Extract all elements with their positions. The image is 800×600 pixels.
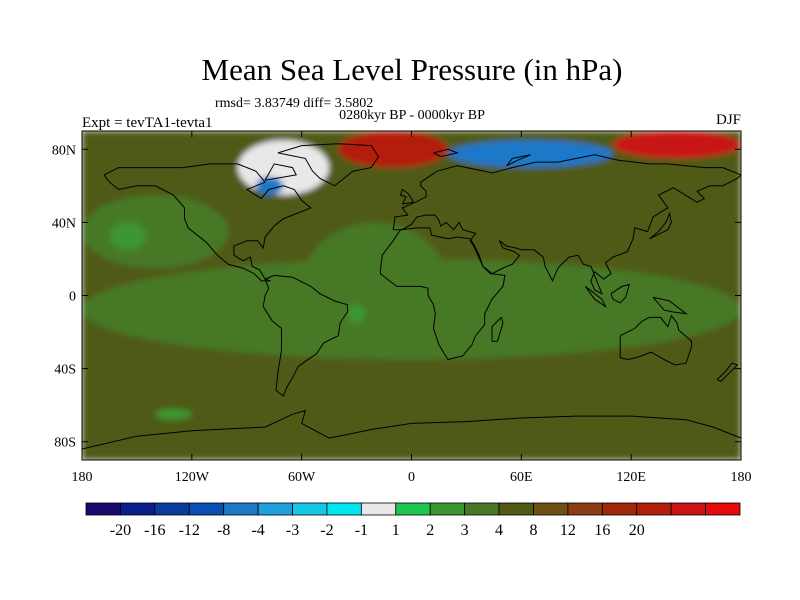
coast-eurasia [392, 154, 741, 295]
stats-label: rmsd= 3.83749 diff= 3.5802 [215, 96, 373, 111]
colorbar-label: 8 [529, 522, 537, 539]
colorbar-label: -16 [144, 522, 165, 539]
x-tick-label: 60E [510, 470, 533, 485]
x-tick-label: 0 [408, 470, 415, 485]
region-greenland-ice [237, 140, 330, 195]
colorbar-swatch [567, 502, 603, 516]
colorbar-swatch [360, 502, 397, 516]
coast-svalbard [433, 148, 460, 158]
coast-africa [379, 227, 506, 361]
colorbar-label: 1 [392, 522, 400, 539]
region-pacific-north-low [82, 194, 229, 269]
experiment-label: Expt = tevTA1-tevta1 [82, 115, 213, 131]
y-tick-label: 40N [52, 216, 76, 231]
chart-title: Mean Sea Level Pressure (in hPa) [202, 52, 623, 87]
colorbar-label: -20 [110, 522, 131, 539]
colorbar-swatch [292, 502, 328, 516]
colorbar-swatch [85, 502, 121, 516]
colorbar-swatch [498, 502, 534, 516]
x-tick-label: 180 [731, 470, 752, 485]
coast-novaya-zemlya [506, 154, 531, 167]
coast-new-guinea [652, 296, 688, 315]
region-atlantic-green-spot [347, 304, 366, 323]
coast-north-america [103, 163, 312, 282]
region-scandinavian-ice [448, 140, 613, 168]
colorbar-label: -3 [286, 522, 299, 539]
x-tick-label: 120W [175, 470, 210, 485]
colorbar-label: -12 [179, 522, 200, 539]
coast-greenland [277, 143, 380, 187]
colorbar-swatch [120, 502, 156, 516]
coast-baffin [264, 163, 297, 181]
colorbar-swatch [223, 502, 259, 516]
region-atlantic-low [301, 222, 449, 351]
coast-madagascar [491, 316, 504, 342]
coast-australia [619, 314, 693, 366]
colorbar-label: 16 [594, 522, 610, 539]
colorbar-label: -8 [217, 522, 230, 539]
region-arctic-high [338, 131, 449, 168]
x-axis: 180 120W 60W 0 60E 120E 180 [72, 131, 752, 485]
season-label: DJF [716, 112, 741, 128]
colorbar-label: -2 [320, 522, 333, 539]
colorbar-swatch [188, 502, 225, 516]
y-tick-label: 40S [54, 363, 76, 378]
coast-japan [649, 211, 672, 240]
x-tick-label: 180 [72, 470, 93, 485]
colorbar-swatch [601, 502, 638, 516]
y-tick-label: 80S [54, 436, 76, 451]
colorbar-label: 12 [560, 522, 576, 539]
colorbar-swatch [326, 502, 362, 516]
coast-uk [399, 188, 415, 205]
coast-sumatra [584, 286, 607, 308]
coast-antarctica [82, 409, 741, 450]
y-tick-label: 80N [52, 143, 76, 158]
colorbar-swatch [257, 502, 293, 516]
map-panel [82, 131, 741, 460]
colorbar-swatch [705, 502, 741, 516]
colorbar-swatch [670, 502, 706, 516]
x-tick-label: 60W [288, 470, 316, 485]
coast-borneo [610, 283, 631, 304]
colorbar-label: -1 [355, 522, 368, 539]
colorbar-swatch [429, 502, 466, 516]
colorbar-label: 4 [495, 522, 503, 539]
coast-south-america [262, 274, 348, 397]
colorbar-swatch [533, 502, 569, 516]
region-pacific-green-spot [109, 222, 147, 250]
region-hudson-ice [255, 176, 284, 195]
y-axis: 80N 40N 0 40S 80S [52, 143, 741, 451]
x-tick-label: 120E [616, 470, 646, 485]
colorbar-swatch [636, 502, 672, 516]
region-siberian-high [612, 131, 741, 159]
colorbar-label: -4 [251, 522, 264, 539]
colorbar-label: 20 [629, 522, 645, 539]
y-tick-label: 0 [69, 290, 76, 305]
region-southern-ocean-low [155, 408, 192, 420]
colorbar-swatch [464, 502, 500, 516]
period-label: 0280kyr BP - 0000kyr BP [339, 108, 485, 123]
pressure-field [82, 131, 741, 460]
colorbar-swatch [395, 502, 431, 516]
colorbar: -20 -16 -12 -8 -4 -3 -2 -1 1 2 3 4 8 12 16 20 [85, 502, 741, 539]
colorbar-label: 3 [461, 522, 469, 539]
colorbar-label: 2 [426, 522, 434, 539]
coastlines [82, 143, 741, 450]
coast-new-zealand [716, 362, 739, 383]
colorbar-swatch [154, 502, 190, 516]
